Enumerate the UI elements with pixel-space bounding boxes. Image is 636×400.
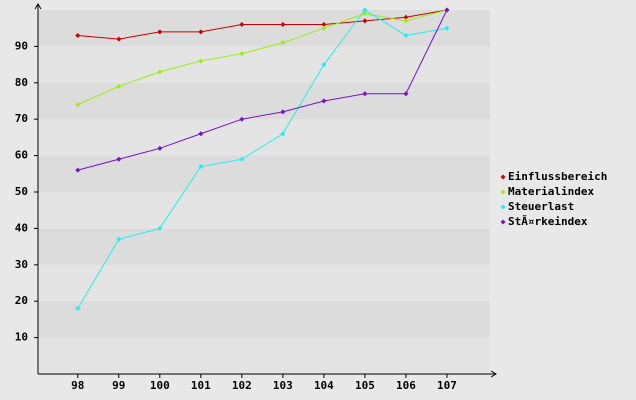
x-tick-label: 99 bbox=[112, 379, 125, 392]
data-point bbox=[403, 32, 409, 38]
data-point bbox=[75, 102, 81, 108]
data-point bbox=[116, 236, 122, 242]
y-tick-label: 90 bbox=[15, 39, 28, 52]
legend-marker bbox=[500, 174, 506, 180]
data-point bbox=[444, 7, 450, 13]
data-point bbox=[321, 22, 327, 28]
data-point bbox=[403, 91, 409, 97]
grid-band bbox=[38, 82, 490, 120]
grid-band bbox=[38, 46, 490, 83]
data-point bbox=[280, 40, 286, 46]
grid-band bbox=[38, 192, 490, 229]
data-point bbox=[157, 145, 163, 151]
x-tick-label: 101 bbox=[191, 379, 211, 392]
data-point bbox=[198, 164, 204, 170]
grid-band bbox=[38, 10, 490, 47]
y-tick-label: 60 bbox=[15, 149, 28, 162]
data-point bbox=[280, 131, 286, 137]
data-point bbox=[239, 51, 245, 57]
data-point bbox=[239, 116, 245, 122]
legend-label: Materialindex bbox=[508, 185, 594, 198]
data-point bbox=[444, 25, 450, 31]
x-tick-label: 103 bbox=[273, 379, 293, 392]
x-tick-label: 98 bbox=[71, 379, 84, 392]
data-point bbox=[157, 69, 163, 75]
x-tick-label: 106 bbox=[396, 379, 416, 392]
y-tick-label: 30 bbox=[15, 258, 28, 271]
data-point bbox=[198, 29, 204, 35]
x-tick-label: 102 bbox=[232, 379, 252, 392]
data-point bbox=[157, 225, 163, 231]
x-tick-label: 107 bbox=[437, 379, 457, 392]
data-point bbox=[116, 36, 122, 42]
grid-band bbox=[38, 228, 490, 265]
y-axis-arrow bbox=[34, 3, 42, 10]
data-point bbox=[362, 7, 368, 13]
grid-band bbox=[38, 264, 490, 302]
grid-band bbox=[38, 337, 490, 374]
data-point bbox=[75, 305, 81, 311]
legend-label: StÃ¤rkeindex bbox=[508, 215, 588, 228]
series-line bbox=[77, 9, 448, 40]
y-tick-label: 50 bbox=[15, 185, 28, 198]
data-point bbox=[321, 98, 327, 104]
data-point bbox=[157, 29, 163, 35]
series-line bbox=[77, 9, 448, 309]
data-point bbox=[403, 14, 409, 20]
data-point bbox=[198, 58, 204, 64]
x-tick-label: 100 bbox=[150, 379, 170, 392]
legend-marker bbox=[500, 219, 506, 225]
legend-marker bbox=[500, 204, 506, 210]
y-tick-label: 10 bbox=[15, 331, 28, 344]
y-tick-label: 70 bbox=[15, 112, 28, 125]
data-point bbox=[280, 22, 286, 28]
data-point bbox=[321, 62, 327, 68]
data-point bbox=[239, 22, 245, 28]
y-tick-label: 40 bbox=[15, 221, 28, 234]
x-tick-label: 105 bbox=[355, 379, 375, 392]
grid-band bbox=[38, 301, 490, 338]
x-axis-arrow bbox=[490, 370, 497, 378]
legend-marker bbox=[500, 189, 506, 195]
data-point bbox=[403, 18, 409, 24]
data-point bbox=[321, 25, 327, 31]
data-point bbox=[75, 32, 81, 38]
plot-bands bbox=[38, 10, 490, 374]
data-point bbox=[280, 109, 286, 115]
data-point bbox=[362, 91, 368, 97]
legend-label: Steuerlast bbox=[508, 200, 574, 213]
data-point bbox=[116, 156, 122, 162]
legend-label: Einflussbereich bbox=[508, 170, 607, 183]
data-point bbox=[198, 131, 204, 137]
grid-band bbox=[38, 155, 490, 192]
data-point bbox=[362, 18, 368, 24]
series-line bbox=[77, 9, 448, 171]
y-tick-label: 20 bbox=[15, 294, 28, 307]
data-point bbox=[116, 83, 122, 89]
data-point bbox=[239, 156, 245, 162]
data-point bbox=[75, 167, 81, 173]
grid-band bbox=[38, 119, 490, 156]
y-tick-label: 80 bbox=[15, 76, 28, 89]
series-line bbox=[77, 9, 448, 106]
x-tick-label: 104 bbox=[314, 379, 334, 392]
